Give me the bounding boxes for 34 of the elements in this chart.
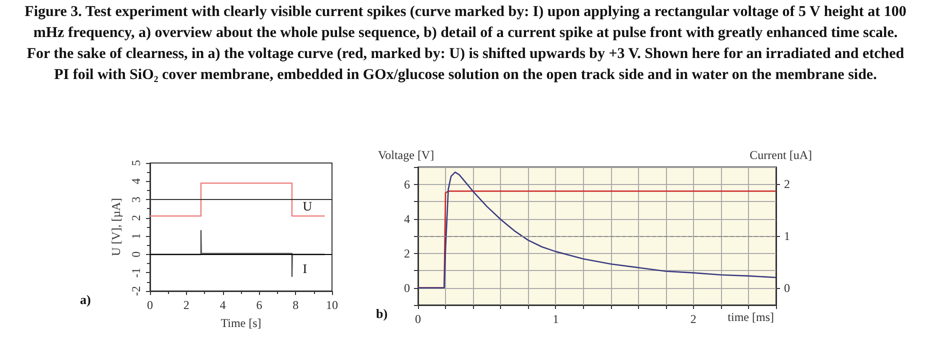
y-tick-label: 1 (129, 233, 143, 240)
y-tick-label: 0 (129, 251, 143, 258)
x-tick-label: 0 (147, 298, 153, 312)
y2-tick-label: 0 (784, 280, 790, 295)
x-tick-label: 1 (552, 312, 559, 326)
y-tick-label: 3 (129, 196, 143, 203)
x-tick-label: 10 (326, 298, 338, 312)
y-tick-label: 6 (404, 177, 410, 192)
y-tick-label: 4 (404, 212, 410, 226)
x-tick-label: 8 (292, 298, 299, 312)
y-tick-label: 2 (404, 246, 410, 260)
y2-tick-label: 2 (784, 177, 790, 192)
text: b) (376, 306, 388, 321)
x-tick-label: 0 (415, 312, 421, 326)
y-tick-label: 5 (129, 160, 143, 166)
text: a) (80, 292, 91, 307)
y-tick-label: 4 (129, 178, 143, 184)
series-label: U (302, 198, 313, 214)
text: Figure 3. Test experiment with clearly visible current spikes (curve marked by: I) upon applying a rectangular voltage of 5 V height at 100 mHz frequency, a) overview about the whole pulse sequence, b) detail of a current spike at pulse front with greatly enhanced time scale. For the sake of clearness, in a) the voltage curve (red, marked by: U) is shifted upwards by +3 V. Shown here for an irradiated and etched PI foil with SiO₂ cover membrane, embedded in GOx/glucose solution on the open track side and in water on the membrane side. (24, 3, 908, 85)
series-label: I (302, 260, 308, 276)
x-tick-label: 6 (256, 298, 262, 312)
x-axis-title: Time [s] (220, 316, 262, 330)
y-tick-label: 2 (129, 214, 143, 221)
y-tick-label: 0 (404, 280, 410, 295)
x-axis-title: time [ms] (728, 310, 774, 324)
y2-tick-label: 1 (784, 229, 790, 243)
y2-axis-title: Current [uA] (750, 148, 812, 162)
x-tick-label: 2 (183, 298, 190, 312)
y-axis-title: Voltage [V] (378, 148, 434, 162)
y-tick-label: -2 (129, 286, 143, 296)
y-axis-title: U [V], [µA] (109, 198, 124, 256)
x-tick-label: 4 (220, 298, 226, 312)
x-tick-label: 2 (690, 312, 696, 326)
y-tick-label: -1 (129, 268, 143, 278)
